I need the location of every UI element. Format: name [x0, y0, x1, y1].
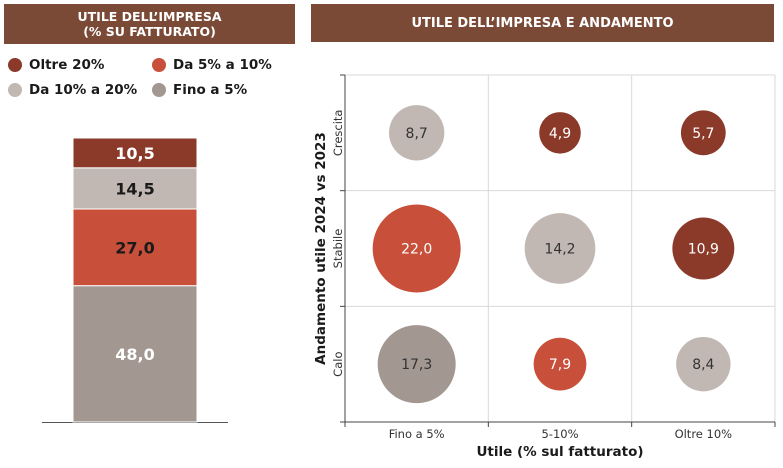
legend-label: Oltre 20%	[29, 57, 105, 73]
x-tick-label: Fino a 5%	[389, 427, 445, 441]
x-tick-label: 5-10%	[541, 427, 578, 441]
legend-swatch	[8, 58, 22, 72]
legend-item-5-10: Da 5% a 10%	[152, 57, 272, 73]
x-axis-title: Utile (% sul fatturato)	[476, 444, 643, 460]
bubble-value-label: 7,9	[549, 357, 571, 373]
y-tick-label: Calo	[331, 352, 345, 377]
stacked-chart-title-line1: UTILE DELL’IMPRESA	[77, 9, 222, 24]
bar-value-label: 10,5	[115, 144, 154, 163]
bubble	[533, 337, 587, 391]
bar-value-label: 27,0	[115, 238, 154, 257]
x-tick-label: Oltre 10%	[675, 427, 733, 441]
stacked-chart-title-line2: (% SU FATTURATO)	[83, 24, 216, 39]
bubble	[377, 325, 456, 404]
bubble	[388, 105, 445, 161]
bar-value-label: 14,5	[115, 179, 154, 198]
y-tick-label: Crescita	[331, 110, 345, 157]
legend-swatch	[8, 83, 22, 97]
bubble-value-label: 5,7	[692, 126, 714, 142]
bubble	[672, 217, 735, 280]
bubble	[539, 112, 581, 154]
bar-segment	[72, 285, 198, 423]
bubble-value-label: 17,3	[401, 357, 432, 373]
legend-swatch	[152, 83, 166, 97]
legend-item-oltre-20: Oltre 20%	[8, 57, 104, 73]
legend-label: Da 10% a 20%	[29, 82, 138, 98]
bar-value-label: 48,0	[115, 345, 154, 364]
legend-item-10-20: Da 10% a 20%	[8, 82, 137, 98]
bubble	[680, 110, 726, 156]
bubble-chart-title: UTILE DELL’IMPRESA E ANDAMENTO	[311, 4, 774, 42]
bubble-value-label: 22,0	[401, 242, 432, 258]
bubble	[524, 213, 596, 284]
legend-item-fino-5: Fino a 5%	[152, 82, 247, 98]
legend-label: Da 5% a 10%	[173, 57, 272, 73]
bar-segment	[72, 137, 198, 169]
y-tick-label: Stabile	[331, 229, 345, 269]
stacked-chart-title: UTILE DELL’IMPRESA (% SU FATTURATO)	[4, 4, 295, 44]
y-axis-title: Andamento utile 2024 vs 2023	[313, 132, 329, 365]
bubble-value-label: 14,2	[544, 242, 575, 258]
bubble	[676, 336, 731, 392]
bubble-value-label: 4,9	[549, 126, 571, 142]
bubble	[372, 204, 461, 293]
legend-swatch	[152, 58, 166, 72]
legend-label: Fino a 5%	[173, 82, 248, 98]
bubble-value-label: 8,7	[406, 126, 428, 142]
bubble-value-label: 8,4	[692, 357, 714, 373]
bubble-value-label: 10,9	[688, 242, 719, 258]
